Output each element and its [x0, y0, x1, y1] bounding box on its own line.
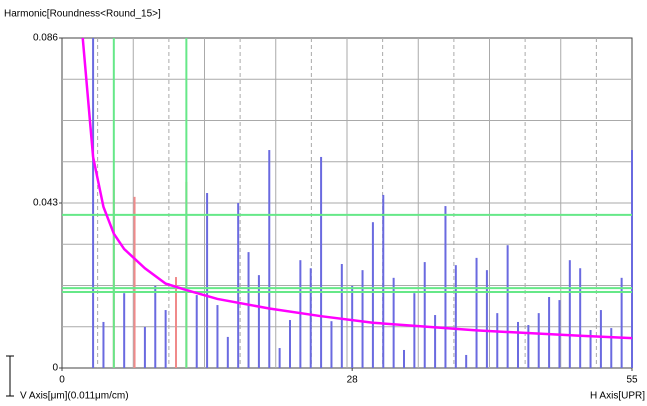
bar	[496, 313, 499, 368]
y-tick-label: 0.086	[33, 33, 58, 44]
bar	[237, 203, 240, 368]
bar	[423, 262, 426, 368]
bar	[579, 268, 582, 368]
bar	[206, 193, 209, 368]
bar	[517, 321, 519, 368]
bar	[247, 252, 250, 368]
bar	[454, 265, 457, 368]
fit-curve	[81, 37, 633, 340]
bar	[506, 245, 509, 368]
bar	[599, 310, 602, 368]
bar	[548, 297, 551, 368]
bar	[112, 38, 115, 368]
y-axis-label: V Axis[μm](0.011μm/cm)	[20, 391, 129, 402]
bar	[175, 277, 177, 368]
bar	[620, 277, 623, 368]
y-tick-label: 0	[52, 363, 58, 374]
bar	[631, 150, 633, 368]
x-tick-label: 0	[59, 375, 65, 386]
bar	[537, 313, 540, 368]
bar	[185, 38, 188, 368]
bar	[361, 270, 364, 368]
bar	[403, 349, 405, 368]
x-tick-label: 28	[347, 375, 359, 386]
bar	[382, 194, 385, 368]
bar	[568, 260, 571, 368]
bar	[289, 320, 291, 368]
bar	[226, 336, 229, 368]
bar	[330, 321, 333, 368]
bar	[444, 206, 447, 368]
bar	[320, 156, 323, 368]
bar	[102, 321, 105, 368]
bar	[216, 305, 219, 368]
bar	[195, 295, 198, 368]
bar	[475, 257, 478, 368]
bar	[92, 38, 95, 368]
bar	[164, 310, 167, 368]
y-tick-label: 0.043	[33, 198, 58, 209]
bar	[392, 277, 395, 368]
bar	[610, 328, 613, 368]
bar	[351, 285, 354, 368]
bar	[278, 348, 281, 368]
bar	[527, 325, 530, 368]
x-tick-label: 55	[626, 375, 638, 386]
bar	[133, 196, 136, 368]
bar	[123, 293, 126, 368]
bar	[434, 315, 437, 368]
bar	[309, 268, 312, 368]
bar	[413, 293, 416, 368]
bar	[589, 330, 592, 368]
bar	[143, 326, 146, 368]
bar	[340, 264, 343, 368]
bar	[465, 354, 468, 368]
x-axis-label: H Axis[UPR]	[590, 391, 645, 402]
bar	[371, 222, 374, 368]
chart-title: Harmonic[Roundness<Round_15>]	[4, 9, 161, 20]
bar	[485, 270, 488, 368]
bar	[268, 150, 271, 368]
bar	[154, 285, 157, 368]
scale-icon	[6, 355, 14, 397]
bar	[257, 275, 260, 368]
